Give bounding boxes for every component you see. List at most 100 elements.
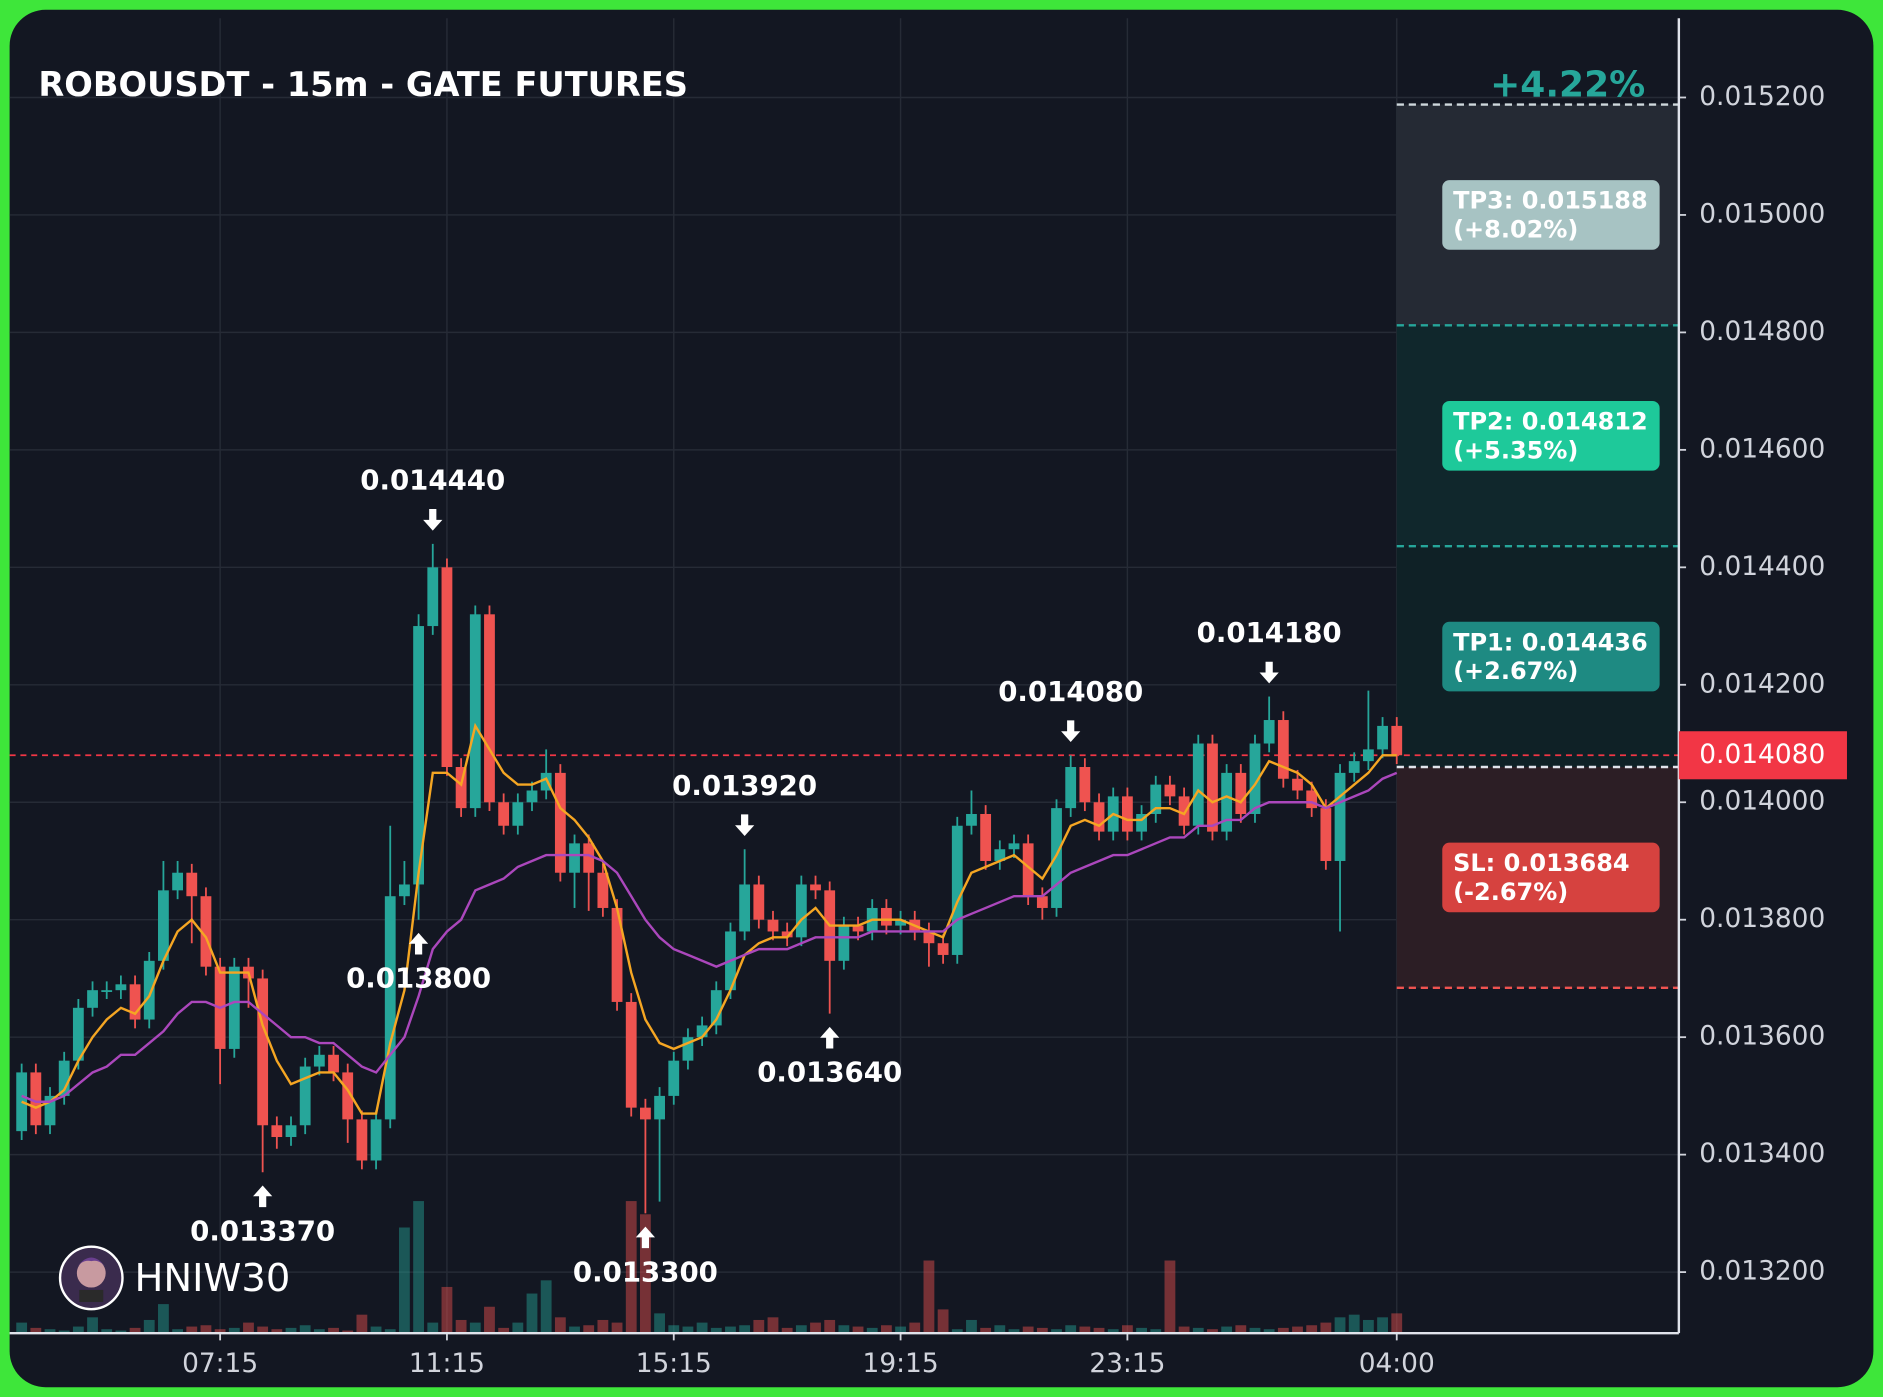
volume-bar: [285, 1327, 297, 1334]
high-label: 0.013920: [672, 769, 817, 802]
volume-bar: [725, 1326, 736, 1334]
volume-bar: [115, 1330, 127, 1334]
x-tick-label: 07:15: [182, 1348, 258, 1379]
volume-bar: [1192, 1327, 1204, 1334]
candle-body: [923, 931, 935, 944]
candle-body: [1391, 725, 1403, 756]
volume-bar: [824, 1319, 836, 1334]
candle-body: [58, 1060, 70, 1096]
candle-body: [328, 1054, 339, 1073]
volume-bar: [810, 1322, 821, 1334]
candle-body: [200, 896, 212, 967]
y-tick-label: 0.014200: [1699, 668, 1825, 699]
moving-average: [21, 722, 1397, 1115]
y-tick-label: 0.014400: [1699, 551, 1825, 582]
volume-bar: [101, 1329, 113, 1334]
candle-body: [399, 884, 410, 897]
volume-bar: [1136, 1327, 1147, 1334]
x-tick-label: 19:15: [863, 1348, 939, 1379]
watermark-text: HNIW30: [135, 1256, 291, 1301]
candle-body: [370, 1119, 382, 1161]
candle-body: [172, 872, 183, 891]
candle-body: [285, 1125, 297, 1138]
volume-bar: [597, 1319, 609, 1334]
candle-body: [1362, 749, 1374, 762]
volume-bar: [1022, 1326, 1034, 1334]
volume-bar: [243, 1322, 254, 1334]
volume-bar: [640, 1214, 651, 1334]
candle-body: [158, 890, 169, 961]
y-tick-label: 0.015000: [1699, 198, 1825, 229]
candle-body: [1277, 720, 1289, 779]
low-label: 0.013300: [573, 1255, 718, 1288]
annotation-arrow: [635, 1226, 656, 1249]
candle-body: [1221, 772, 1233, 832]
candle-body: [1263, 720, 1275, 744]
volume-bar: [228, 1327, 240, 1334]
candle-body: [1051, 808, 1062, 908]
volume-bar: [299, 1325, 311, 1334]
volume-bar: [895, 1326, 906, 1334]
y-tick-label: 0.013200: [1699, 1256, 1825, 1287]
candle-body: [1306, 790, 1318, 809]
candle-body: [1164, 784, 1176, 797]
candle-body: [951, 825, 963, 955]
candle-body: [710, 990, 722, 1026]
volume-bar: [484, 1306, 495, 1334]
candle-body: [640, 1107, 651, 1120]
volume-bar: [1235, 1325, 1247, 1334]
level-label-box: [1442, 842, 1660, 913]
volume-bar: [441, 1286, 453, 1334]
annotation-arrow: [423, 509, 443, 531]
annotation-arrow: [408, 932, 429, 955]
candle-body: [356, 1119, 368, 1161]
candle-body: [682, 1037, 694, 1061]
annotation-arrow: [1061, 720, 1081, 743]
candle-body: [1235, 772, 1247, 814]
volume-bar: [1221, 1326, 1233, 1334]
volume-bar: [469, 1322, 481, 1334]
volume-bar: [356, 1314, 368, 1334]
level-change: (+8.02%): [1453, 216, 1578, 244]
volume-bar: [214, 1329, 226, 1334]
volume-bar: [58, 1330, 70, 1334]
volume-bar: [966, 1319, 977, 1334]
level-name: TP2: 0.014812: [1453, 408, 1648, 436]
volume-bar: [328, 1327, 339, 1334]
x-tick-label: 15:15: [636, 1348, 712, 1379]
level-label-box: [1442, 180, 1660, 250]
candle-body: [739, 884, 751, 932]
volume-bar: [384, 1329, 396, 1334]
volume-bar: [937, 1309, 949, 1334]
candle-body: [72, 1007, 84, 1061]
x-tick-label: 04:00: [1359, 1348, 1435, 1379]
candle-body: [654, 1095, 665, 1120]
avatar-hair: [74, 1257, 109, 1271]
volume-bar: [980, 1327, 992, 1334]
volume-bar: [583, 1325, 595, 1334]
price-tag: [1678, 731, 1847, 780]
volume-bar: [569, 1326, 580, 1334]
volume-bar: [1292, 1326, 1303, 1334]
candle-body: [795, 884, 807, 938]
volume-bar: [1320, 1322, 1332, 1334]
candle-body: [540, 772, 552, 791]
low-label: 0.013640: [757, 1056, 902, 1089]
volume-bar: [30, 1327, 42, 1334]
candle-body: [838, 925, 850, 961]
volume-bar: [668, 1325, 680, 1334]
candle-body: [1377, 725, 1388, 750]
candle-body: [413, 626, 424, 885]
level-name: TP3: 0.015188: [1453, 187, 1648, 215]
volume-bar: [866, 1327, 878, 1334]
candle-body: [129, 984, 141, 1020]
candle-body: [1136, 813, 1147, 832]
volume-bar: [1348, 1314, 1360, 1334]
annotation-arrow: [735, 814, 755, 837]
volume-bar: [739, 1325, 751, 1334]
watermark: HNIW30: [58, 1245, 291, 1311]
volume-bar: [143, 1319, 155, 1334]
volume-bar: [1178, 1326, 1190, 1334]
candle-body: [1292, 778, 1303, 791]
candle-body: [767, 919, 779, 932]
